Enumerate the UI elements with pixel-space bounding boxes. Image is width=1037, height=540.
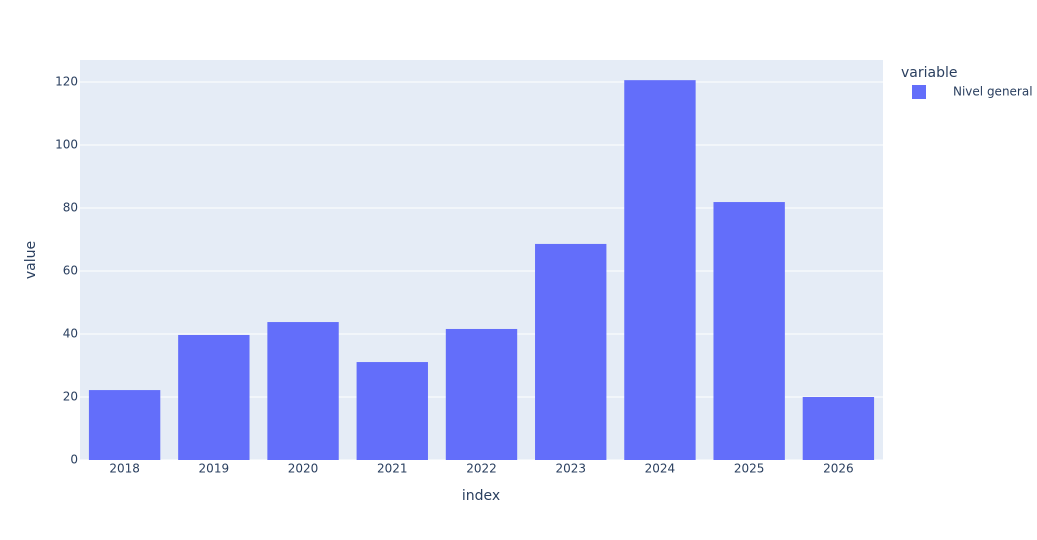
x-tick-label: 2020 — [288, 462, 319, 476]
bar — [445, 328, 518, 460]
x-tick-label: 2023 — [555, 462, 586, 476]
x-tick-label: 2021 — [377, 462, 408, 476]
y-tick-label: 40 — [63, 327, 78, 341]
legend-label: Nivel general — [953, 85, 1033, 99]
x-tick-label: 2026 — [823, 462, 854, 476]
bar — [178, 334, 250, 460]
y-tick-label: 120 — [55, 75, 78, 89]
y-tick-label: 20 — [63, 390, 78, 404]
x-tick-label: 2018 — [109, 462, 140, 476]
bar — [624, 80, 696, 461]
y-tick-label: 80 — [63, 201, 78, 215]
y-tick-label: 100 — [55, 138, 78, 152]
y-tick-label: 60 — [63, 264, 78, 278]
x-tick-label: 2024 — [645, 462, 676, 476]
legend-title: variable — [901, 65, 957, 81]
bar — [535, 243, 607, 460]
bar — [267, 322, 339, 460]
x-tick-label: 2019 — [199, 462, 230, 476]
bar — [356, 362, 428, 460]
legend-swatch — [912, 85, 926, 99]
y-axis-title: value — [23, 241, 39, 279]
bar — [713, 202, 785, 460]
x-tick-label: 2022 — [466, 462, 497, 476]
x-axis-title: index — [462, 488, 500, 504]
x-tick-label: 2025 — [734, 462, 765, 476]
bar — [88, 390, 161, 460]
bar — [802, 397, 875, 460]
y-tick-label: 0 — [70, 453, 78, 467]
